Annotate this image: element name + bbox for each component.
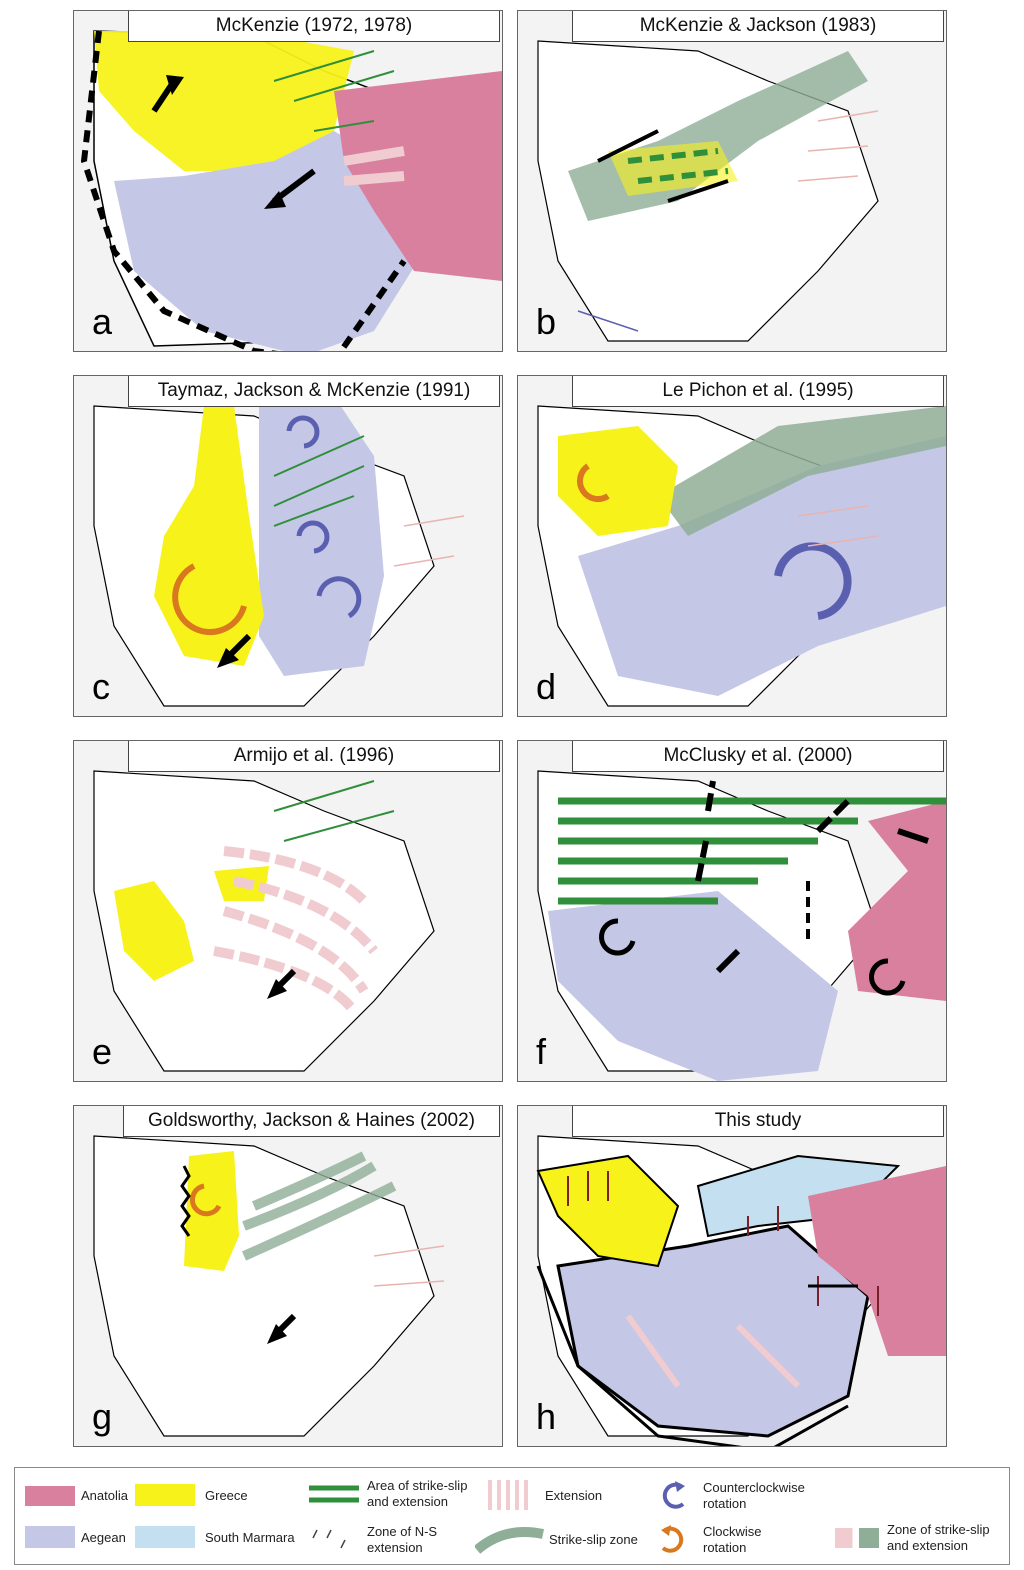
panel-title: This study [572, 1106, 944, 1137]
strike-slip-zone-swatch [475, 1527, 545, 1554]
map-g [93, 1135, 445, 1437]
panel-label: g [92, 1396, 113, 1437]
map-d [537, 405, 946, 707]
legend-extension: Extension [545, 1488, 603, 1503]
panel-label: f [536, 1031, 547, 1072]
panel-title: Taymaz, Jackson & McKenzie (1991) [128, 376, 500, 407]
legend-strike-slip-zone: Strike-slip zone [549, 1532, 638, 1547]
map-a [80, 30, 502, 351]
panel-title: Le Pichon et al. (1995) [572, 376, 944, 407]
panel-a: McKenzie (1972, 1978) a [73, 10, 503, 352]
panel-title: McKenzie (1972, 1978) [128, 11, 500, 42]
legend-cw-rotation: Clockwise rotation [703, 1524, 762, 1555]
greece-region [558, 426, 678, 536]
south-marmara-swatch [135, 1526, 195, 1548]
anatolia-swatch [25, 1486, 75, 1506]
greece-region [154, 406, 264, 666]
panel-g: Goldsworthy, Jackson & Haines (2002) g [73, 1105, 503, 1447]
panel-label: e [92, 1031, 113, 1072]
panel-title: McKenzie & Jackson (1983) [572, 11, 944, 42]
legend-strike-slip-extension-zone: Zone of strike-slip and extension [887, 1522, 990, 1553]
strike-slip-zone [658, 406, 946, 536]
panel-label: h [536, 1396, 557, 1437]
panel-f: McClusky et al. (2000) f [517, 740, 947, 1082]
aegean-region [578, 436, 946, 696]
legend-strike-slip-area: Area of strike-slip and extension [367, 1478, 468, 1509]
map-h [536, 1135, 946, 1446]
cw-rotation-swatch [661, 1525, 684, 1553]
anatolia-region [848, 801, 946, 1001]
greece-region [94, 31, 354, 171]
legend-ns-extension: Zone of N-S extension [367, 1524, 438, 1555]
panel-label: c [92, 666, 110, 707]
greece-region [114, 881, 194, 981]
panel-c: Taymaz, Jackson & McKenzie (1991) c [73, 375, 503, 717]
panel-d: Le Pichon et al. (1995) d [517, 375, 947, 717]
panel-b: McKenzie & Jackson (1983) b [517, 10, 947, 352]
panel-title: Goldsworthy, Jackson & Haines (2002) [123, 1106, 500, 1137]
ns-extension-swatch [312, 1529, 346, 1549]
legend-greece: Greece [205, 1488, 248, 1503]
strike-slip-area-swatch [309, 1485, 359, 1503]
panel-label: d [536, 666, 557, 707]
ccw-rotation-swatch [662, 1481, 685, 1509]
anatolia-region [334, 71, 502, 281]
map-e [93, 770, 435, 1072]
anatolia-region [808, 1166, 946, 1356]
map-b [537, 40, 879, 342]
greece-region [536, 1154, 680, 1268]
panel-h: This study h [517, 1105, 947, 1447]
panel-label: b [536, 301, 557, 342]
map-c [93, 396, 465, 707]
map-f [537, 770, 946, 1081]
legend-aegean: Aegean [81, 1530, 126, 1545]
panel-title: Armijo et al. (1996) [128, 741, 500, 772]
aegean-region [114, 131, 424, 351]
strike-slip-extension-zone-swatch [835, 1528, 879, 1548]
extension-swatch [485, 1480, 535, 1510]
aegean-region [556, 1224, 870, 1438]
legend-south-marmara: South Marmara [205, 1530, 295, 1545]
greece-swatch [135, 1484, 195, 1506]
legend-anatolia: Anatolia [81, 1488, 128, 1503]
legend: Anatolia Greece Aegean South Marmara Are… [14, 1467, 1010, 1565]
panel-label: a [92, 301, 113, 342]
legend-ccw-rotation: Counterclockwise rotation [703, 1480, 805, 1511]
panel-title: McClusky et al. (2000) [572, 741, 944, 772]
aegean-region [259, 396, 384, 676]
aegean-swatch [25, 1526, 75, 1548]
panel-e: Armijo et al. (1996) e [73, 740, 503, 1082]
aegean-region [548, 891, 838, 1081]
